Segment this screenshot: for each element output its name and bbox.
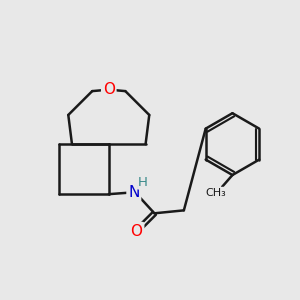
Text: N: N — [128, 185, 140, 200]
Text: O: O — [130, 224, 142, 238]
Text: CH₃: CH₃ — [206, 188, 226, 198]
Text: H: H — [138, 176, 148, 189]
Text: O: O — [103, 82, 115, 97]
